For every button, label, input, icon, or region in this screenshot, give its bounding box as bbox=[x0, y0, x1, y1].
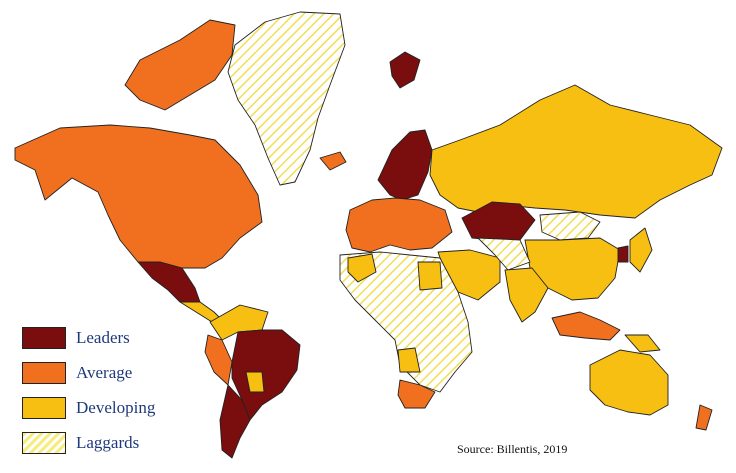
legend-swatch-leaders bbox=[22, 326, 66, 349]
legend-item-leaders: Leaders bbox=[22, 320, 155, 355]
region-new-zealand bbox=[695, 404, 713, 431]
region-australia bbox=[589, 349, 669, 416]
region-south-africa bbox=[397, 379, 436, 409]
source-note: Source: Billentis, 2019 bbox=[457, 442, 568, 456]
region-japan-korea bbox=[629, 227, 653, 273]
legend-swatch-average bbox=[22, 361, 66, 384]
region-europe bbox=[345, 197, 453, 253]
region-iceland bbox=[319, 151, 347, 171]
region-southern-africa bbox=[397, 347, 421, 373]
region-mongolia bbox=[539, 211, 601, 241]
region-korea bbox=[617, 245, 629, 263]
region-central-asia bbox=[477, 237, 531, 271]
legend-label-laggards: Laggards bbox=[76, 432, 140, 452]
region-canada-islands bbox=[124, 19, 236, 111]
legend: Leaders Average Developing Laggards bbox=[22, 320, 155, 460]
legend-swatch-laggards bbox=[22, 431, 66, 454]
region-egypt bbox=[417, 261, 443, 291]
region-kazakhstan bbox=[461, 201, 536, 241]
region-russia bbox=[429, 84, 723, 219]
legend-label-leaders: Leaders bbox=[76, 327, 130, 347]
region-india bbox=[504, 267, 549, 323]
region-svalbard bbox=[389, 51, 421, 89]
region-brazil bbox=[231, 329, 301, 421]
region-new-guinea bbox=[624, 334, 661, 353]
legend-item-laggards: Laggards bbox=[22, 425, 155, 460]
region-north-america bbox=[14, 124, 263, 269]
region-greenland bbox=[227, 11, 346, 186]
region-paraguay bbox=[245, 371, 265, 393]
legend-label-average: Average bbox=[76, 362, 133, 382]
region-scandinavia bbox=[377, 129, 433, 201]
legend-label-developing: Developing bbox=[76, 397, 156, 417]
region-maghreb bbox=[347, 253, 377, 283]
legend-swatch-developing bbox=[22, 396, 66, 419]
region-indonesia bbox=[551, 311, 621, 341]
region-peru bbox=[204, 334, 233, 386]
legend-item-developing: Developing bbox=[22, 390, 155, 425]
legend-item-average: Average bbox=[22, 355, 155, 390]
region-argentina bbox=[219, 384, 251, 459]
